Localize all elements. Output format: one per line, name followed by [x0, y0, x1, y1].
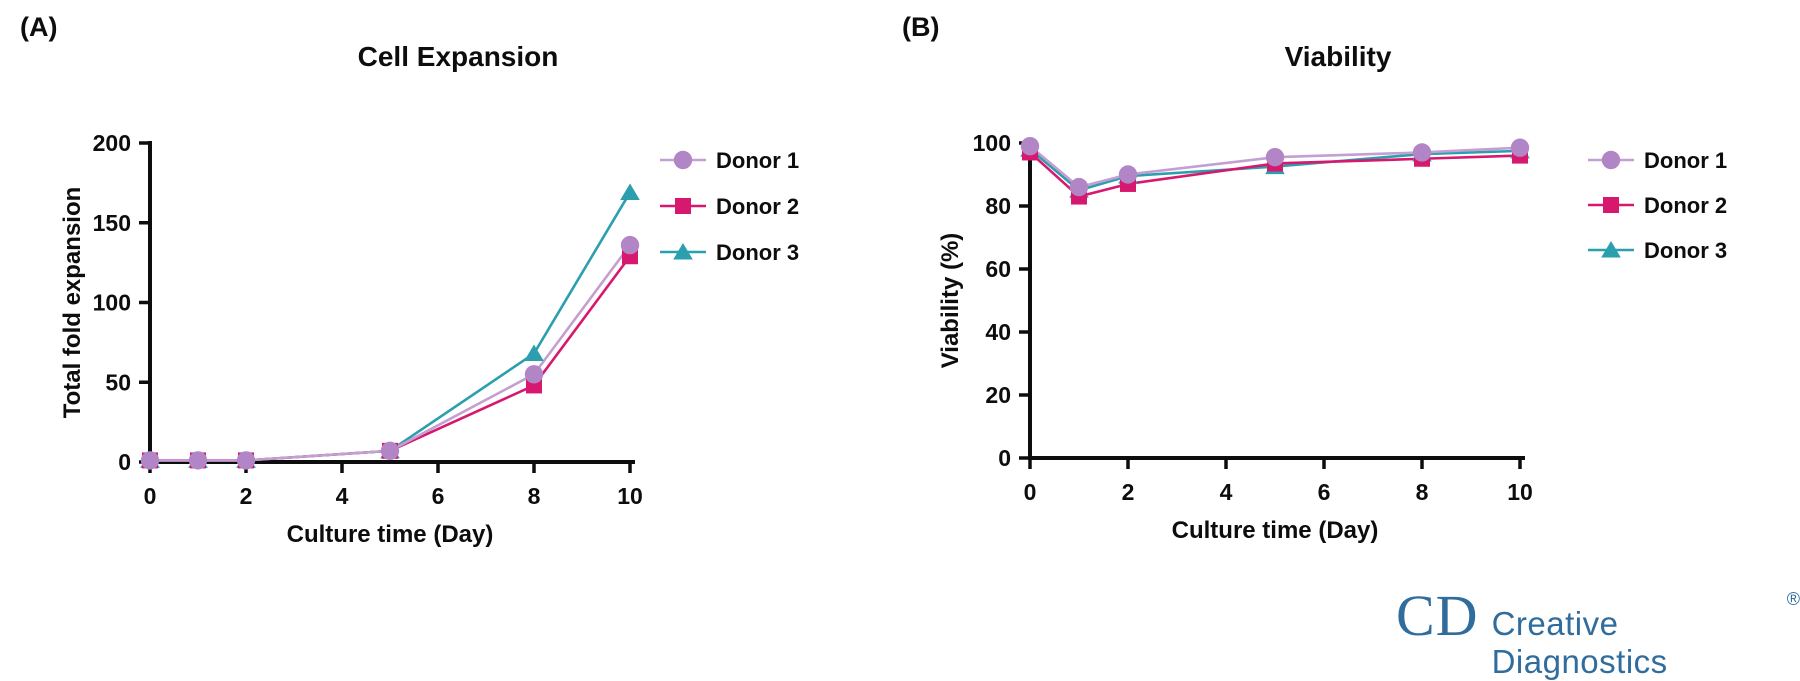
x-tick-label: 4: [1220, 479, 1233, 505]
y-tick-label: 0: [998, 445, 1011, 471]
x-tick-label: 8: [1416, 479, 1429, 505]
series-line-donor-3: [150, 191, 632, 462]
data-marker-donor-1: [1510, 138, 1530, 157]
legend-marker-donor-2: [1603, 197, 1619, 213]
y-tick-label: 80: [985, 193, 1011, 219]
y-tick-label: 50: [105, 369, 131, 395]
data-marker-donor-1: [188, 451, 208, 470]
y-tick-label: 100: [973, 130, 1011, 156]
legend-label-donor-1: Donor 1: [716, 148, 799, 173]
legend-label-donor-1: Donor 1: [1644, 148, 1727, 173]
chart-title: Cell Expansion: [358, 41, 559, 72]
panel-label-a: (A): [20, 12, 58, 42]
data-marker-donor-1: [380, 441, 400, 461]
chart-title: Viability: [1285, 41, 1392, 72]
x-tick-label: 2: [240, 483, 253, 509]
legend-marker-donor-3: [673, 243, 693, 260]
x-tick-label: 10: [1507, 479, 1533, 505]
data-marker-donor-1: [1069, 177, 1089, 197]
data-marker-donor-1: [236, 451, 256, 470]
x-tick-label: 6: [432, 483, 445, 509]
data-marker-donor-1: [1412, 143, 1432, 162]
y-tick-label: 60: [985, 256, 1011, 282]
data-marker-donor-3: [620, 183, 640, 200]
x-tick-label: 6: [1318, 479, 1331, 505]
x-tick-label: 2: [1122, 479, 1135, 505]
logo-name: Creative Diagnostics: [1491, 605, 1668, 680]
x-axis-label: Culture time (Day): [287, 521, 494, 548]
data-marker-donor-3: [524, 344, 544, 362]
logo-creative-diagnostics: CD Creative Diagnostics ®: [1396, 582, 1800, 681]
x-tick-label: 10: [617, 483, 643, 509]
y-tick-label: 0: [118, 449, 131, 475]
x-tick-label: 0: [144, 483, 157, 509]
x-tick-label: 0: [1024, 479, 1037, 505]
y-axis-label: Total fold expansion: [59, 187, 86, 419]
data-marker-donor-1: [524, 365, 544, 384]
data-marker-donor-1: [1020, 136, 1040, 156]
data-marker-donor-1: [1265, 147, 1285, 167]
registered-trademark-icon: ®: [1786, 589, 1800, 609]
series-line-donor-2: [150, 255, 632, 462]
legend-label-donor-2: Donor 2: [1644, 193, 1727, 218]
figure-canvas: (A) (B) 0 2 4 6 8 10 0 50 100 150 200 Cell Expansio…: [20, 12, 1800, 680]
legend-marker-donor-3: [1601, 241, 1621, 258]
legend-marker-donor-1: [673, 150, 693, 170]
y-tick-label: 100: [93, 290, 131, 316]
legend-label-donor-3: Donor 3: [1644, 238, 1727, 263]
x-axis-label: Culture time (Day): [1172, 517, 1379, 544]
data-marker-donor-1: [140, 451, 160, 470]
y-tick-label: 150: [93, 210, 131, 236]
y-tick-label: 20: [985, 382, 1011, 408]
panel-label-b: (B): [902, 12, 940, 42]
series-line-donor-1: [1029, 145, 1521, 189]
data-marker-donor-1: [620, 235, 640, 255]
y-tick-label: 200: [93, 130, 131, 156]
y-axis-label: Viability (%): [937, 233, 964, 369]
legend-label-donor-3: Donor 3: [716, 240, 799, 265]
data-marker-donor-1: [1118, 165, 1138, 184]
logo-monogram: CD: [1396, 583, 1479, 648]
legend-marker-donor-2: [675, 198, 691, 214]
legend-label-donor-2: Donor 2: [716, 194, 799, 219]
x-tick-label: 8: [528, 483, 541, 509]
legend-marker-donor-1: [1601, 150, 1621, 170]
y-tick-label: 40: [985, 319, 1011, 345]
x-tick-label: 4: [336, 483, 349, 509]
